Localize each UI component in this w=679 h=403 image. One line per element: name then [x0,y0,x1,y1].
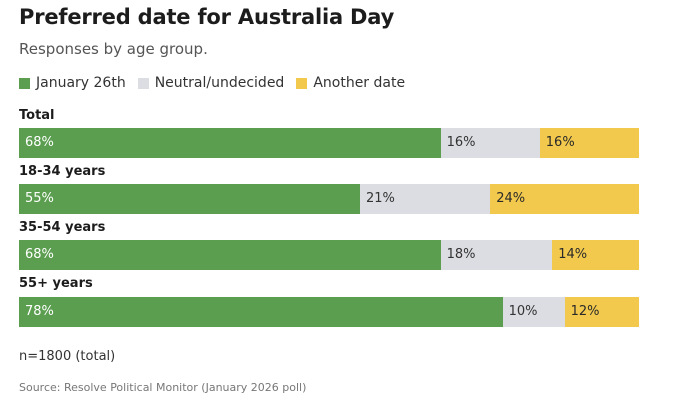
data-label-another-date: 24% [496,191,526,206]
data-label-another-date: 12% [570,304,600,319]
bar-segment-january-26th: 68% [19,128,441,158]
bar-row-18-34-years: 55% 21% 24% [19,184,639,214]
sample-size-note: n=1800 (total) [19,349,116,364]
legend-label-january-26th: January 26th [36,75,126,91]
bar-segment-another-date: 14% [552,240,639,270]
chart-legend: January 26th Neutral/undecided Another d… [19,75,417,91]
data-label-january-26th: 68% [25,135,54,150]
data-label-neutral-undecided: 10% [508,304,538,319]
bar-segment-neutral-undecided: 18% [440,240,553,270]
category-label-55-years: 55+ years [19,276,93,291]
bar-segment-january-26th: 68% [19,240,441,270]
bar-segment-january-26th: 55% [19,184,360,214]
data-label-another-date: 16% [545,135,575,150]
category-label-18-34-years: 18-34 years [19,164,106,179]
data-label-neutral-undecided: 16% [446,135,476,150]
legend-label-neutral-undecided: Neutral/undecided [154,75,285,91]
bar-segment-january-26th: 78% [19,297,503,327]
bar-segment-neutral-undecided: 16% [440,128,540,158]
data-label-january-26th: 55% [25,191,54,206]
bar-row-total: 68% 16% 16% [19,128,639,158]
chart-title: Preferred date for Australia Day [19,5,395,29]
bar-segment-neutral-undecided: 10% [502,297,565,327]
legend-label-another-date: Another date [313,75,406,91]
bar-segment-another-date: 24% [490,184,639,214]
category-label-total: Total [19,108,55,123]
legend-item-neutral-undecided: Neutral/undecided [137,75,285,91]
bar-row-35-54-years: 68% 18% 14% [19,240,639,270]
data-label-another-date: 14% [558,247,588,262]
legend-swatch-neutral-undecided [137,77,149,89]
legend-swatch-another-date [296,77,308,89]
data-label-neutral-undecided: 18% [446,247,476,262]
data-label-neutral-undecided: 21% [366,191,395,206]
legend-item-january-26th: January 26th [19,75,126,91]
source-note: Source: Resolve Political Monitor (Janua… [19,381,307,394]
bar-row-55-years: 78% 10% 12% [19,297,639,327]
bar-segment-another-date: 12% [564,297,639,327]
chart-subtitle: Responses by age group. [19,40,208,58]
bar-segment-neutral-undecided: 21% [360,184,491,214]
data-label-january-26th: 68% [25,247,54,262]
data-label-january-26th: 78% [25,304,54,319]
legend-item-another-date: Another date [296,75,405,91]
category-label-35-54-years: 35-54 years [19,220,106,235]
bar-segment-another-date: 16% [539,128,639,158]
legend-swatch-january-26th [19,77,30,89]
